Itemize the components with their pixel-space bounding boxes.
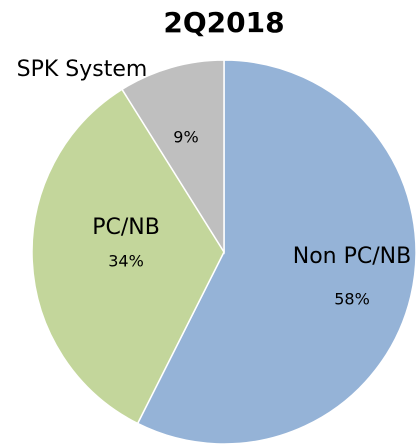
- slice-label: SPK System: [17, 57, 148, 82]
- slice-label: Non PC/NB: [293, 244, 411, 269]
- pie-slice: [136, 59, 416, 445]
- pie-slice: [120, 59, 225, 255]
- value-label: 58%: [334, 290, 370, 309]
- value-label: 9%: [173, 128, 198, 147]
- pie-slice: [31, 88, 225, 425]
- chart-title: 2Q2018: [163, 6, 284, 39]
- slice-label: PC/NB: [92, 215, 160, 240]
- value-label: 34%: [108, 252, 144, 271]
